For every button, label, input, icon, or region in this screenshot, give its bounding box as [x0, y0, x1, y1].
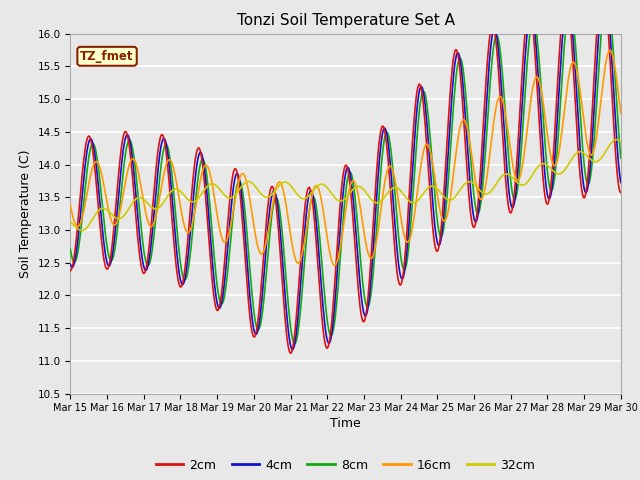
- Legend: 2cm, 4cm, 8cm, 16cm, 32cm: 2cm, 4cm, 8cm, 16cm, 32cm: [151, 454, 540, 477]
- Text: TZ_fmet: TZ_fmet: [80, 50, 134, 63]
- Y-axis label: Soil Temperature (C): Soil Temperature (C): [19, 149, 32, 278]
- Title: Tonzi Soil Temperature Set A: Tonzi Soil Temperature Set A: [237, 13, 454, 28]
- X-axis label: Time: Time: [330, 418, 361, 431]
